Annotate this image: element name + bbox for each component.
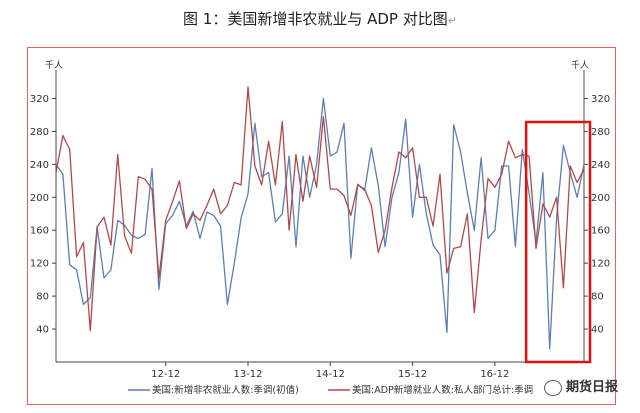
y-tick-label-left: 320 [30,94,49,105]
y-tick-label-left: 200 [30,193,49,204]
y-tick-label-right: 120 [591,259,610,270]
y-tick-label-left: 280 [30,127,49,138]
y-tick-label-right: 80 [591,292,604,303]
x-tick-label: 16-12 [480,369,509,380]
y-tick-label-right: 160 [591,226,610,237]
x-tick-label: 15-12 [398,369,427,380]
y-tick-label-left: 80 [36,292,49,303]
x-tick-label: 14-12 [316,369,345,380]
y-tick-label-right: 200 [591,193,610,204]
y-tick-label-right: 40 [591,325,604,336]
highlight-box [524,120,592,364]
x-tick-label: 12-12 [151,369,180,380]
y-tick-label-right: 280 [591,127,610,138]
chart-title: 图 1：美国新增非农就业与 ADP 对比图↵ [183,10,457,28]
y-tick-label-left: 240 [30,160,49,171]
series-line-nonfarm [55,97,585,350]
y-unit-right: 千人 [571,60,589,71]
x-tick-label: 13-12 [233,369,262,380]
wechat-icon [543,379,562,396]
legend-label-adp: 美国:ADP新增就业人数:私人部门总计:季调 [352,384,533,396]
chart-frame [27,47,616,405]
y-tick-label-left: 40 [36,325,49,336]
return-mark: ↵ [447,14,457,27]
watermark: 期货日报 [543,376,618,396]
y-tick-label-left: 160 [30,226,49,237]
y-tick-label-left: 120 [30,259,49,270]
y-tick-label-right: 240 [591,160,610,171]
y-tick-label-right: 320 [591,94,610,105]
y-unit-left: 千人 [45,60,63,71]
series-line-adp [55,86,585,332]
legend-label-nonfarm: 美国:新增非农就业人数:季调(初值) [152,384,299,396]
